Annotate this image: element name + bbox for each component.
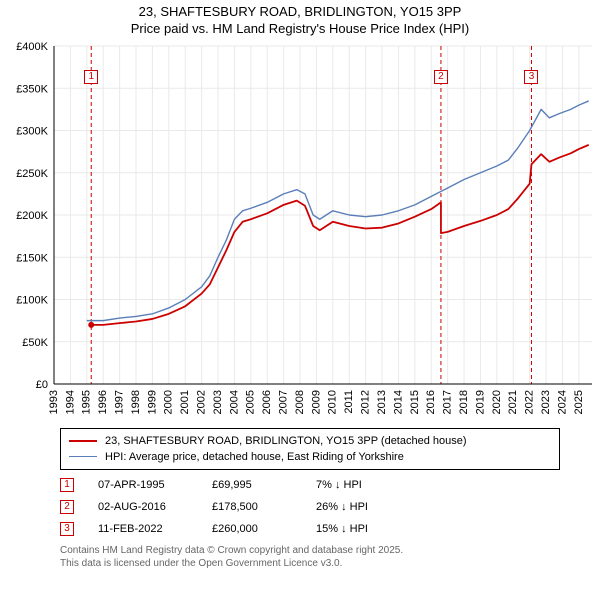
svg-text:£200K: £200K — [16, 210, 48, 222]
svg-text:1997: 1997 — [114, 390, 126, 414]
svg-text:2020: 2020 — [491, 390, 503, 414]
legend: 23, SHAFTESBURY ROAD, BRIDLINGTON, YO15 … — [60, 428, 560, 470]
marker-delta: 7% ↓ HPI — [316, 479, 396, 491]
svg-text:2009: 2009 — [310, 390, 322, 414]
svg-text:2024: 2024 — [556, 390, 568, 414]
svg-text:1999: 1999 — [146, 390, 158, 414]
svg-text:1994: 1994 — [64, 390, 76, 414]
event-marker-flag: 2 — [434, 70, 448, 84]
svg-text:2007: 2007 — [278, 390, 290, 414]
marker-number: 1 — [60, 478, 74, 492]
svg-text:2001: 2001 — [179, 390, 191, 414]
svg-text:1993: 1993 — [48, 390, 60, 414]
event-marker-flag: 1 — [84, 70, 98, 84]
svg-text:2003: 2003 — [212, 390, 224, 414]
marker-date: 11-FEB-2022 — [98, 523, 188, 535]
marker-number: 3 — [60, 522, 74, 536]
chart-area: £0 £50K £100K £150K £200K £250K £300K £350K £400… — [0, 40, 600, 424]
svg-text:£50K: £50K — [22, 337, 48, 349]
svg-text:2013: 2013 — [376, 390, 388, 414]
marker-number: 2 — [60, 500, 74, 514]
legend-row: HPI: Average price, detached house, East… — [69, 449, 551, 465]
svg-text:2017: 2017 — [442, 390, 454, 414]
marker-date: 07-APR-1995 — [98, 479, 188, 491]
svg-text:£150K: £150K — [16, 252, 48, 264]
svg-text:1996: 1996 — [97, 390, 109, 414]
svg-text:2000: 2000 — [163, 390, 175, 414]
svg-text:£250K: £250K — [16, 168, 48, 180]
legend-label: HPI: Average price, detached house, East… — [105, 451, 404, 463]
marker-price: £69,995 — [212, 479, 292, 491]
svg-text:2022: 2022 — [524, 390, 536, 414]
marker-table-row: 3 11-FEB-2022 £260,000 15% ↓ HPI — [60, 518, 560, 540]
legend-swatch — [69, 456, 97, 457]
svg-text:2021: 2021 — [507, 390, 519, 414]
footer-line-1: Contains HM Land Registry data © Crown c… — [60, 544, 560, 557]
svg-text:2015: 2015 — [409, 390, 421, 414]
marker-delta: 15% ↓ HPI — [316, 523, 396, 535]
svg-text:2025: 2025 — [573, 390, 585, 414]
legend-swatch — [69, 440, 97, 442]
svg-text:2010: 2010 — [327, 390, 339, 414]
legend-label: 23, SHAFTESBURY ROAD, BRIDLINGTON, YO15 … — [105, 435, 467, 447]
svg-text:2023: 2023 — [540, 390, 552, 414]
svg-text:2004: 2004 — [228, 390, 240, 414]
marker-delta: 26% ↓ HPI — [316, 501, 396, 513]
marker-table-row: 1 07-APR-1995 £69,995 7% ↓ HPI — [60, 474, 560, 496]
svg-text:1995: 1995 — [81, 390, 93, 414]
event-markers-table: 1 07-APR-1995 £69,995 7% ↓ HPI 2 02-AUG-2016 £… — [60, 474, 560, 540]
svg-text:2014: 2014 — [392, 390, 404, 414]
title-line-1: 23, SHAFTESBURY ROAD, BRIDLINGTON, YO15 … — [0, 4, 600, 21]
svg-text:2006: 2006 — [261, 390, 273, 414]
svg-text:£0: £0 — [36, 379, 48, 391]
svg-text:1998: 1998 — [130, 390, 142, 414]
svg-text:2016: 2016 — [425, 390, 437, 414]
svg-text:2018: 2018 — [458, 390, 470, 414]
svg-text:£400K: £400K — [16, 41, 48, 53]
svg-text:£350K: £350K — [16, 83, 48, 95]
footer-attribution: Contains HM Land Registry data © Crown c… — [60, 544, 560, 570]
svg-text:2008: 2008 — [294, 390, 306, 414]
svg-text:2011: 2011 — [343, 390, 355, 414]
svg-text:2005: 2005 — [245, 390, 257, 414]
chart-svg: £0 £50K £100K £150K £200K £250K £300K £350K £400… — [0, 40, 600, 424]
svg-text:£300K: £300K — [16, 125, 48, 137]
title-line-2: Price paid vs. HM Land Registry's House … — [0, 21, 600, 38]
marker-price: £260,000 — [212, 523, 292, 535]
svg-text:2012: 2012 — [360, 390, 372, 414]
chart-title-block: 23, SHAFTESBURY ROAD, BRIDLINGTON, YO15 … — [0, 0, 600, 40]
svg-text:£100K: £100K — [16, 294, 48, 306]
footer-line-2: This data is licensed under the Open Gov… — [60, 557, 560, 570]
event-marker-flag: 3 — [524, 70, 538, 84]
svg-text:2019: 2019 — [474, 390, 486, 414]
marker-date: 02-AUG-2016 — [98, 501, 188, 513]
svg-text:2002: 2002 — [196, 390, 208, 414]
legend-row: 23, SHAFTESBURY ROAD, BRIDLINGTON, YO15 … — [69, 433, 551, 449]
marker-price: £178,500 — [212, 501, 292, 513]
marker-table-row: 2 02-AUG-2016 £178,500 26% ↓ HPI — [60, 496, 560, 518]
